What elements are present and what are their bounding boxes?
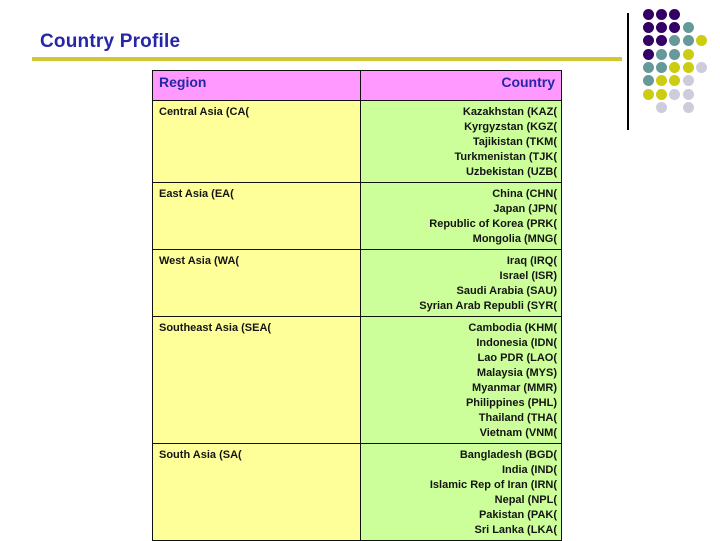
slide-title: Country Profile	[40, 31, 181, 52]
decor-dot	[642, 61, 654, 73]
country-entry: Cambodia (KHM(	[468, 322, 557, 334]
decor-dot	[642, 74, 654, 86]
decor-dot	[642, 8, 654, 20]
country-cell: Iraq (IRQ( Israel (ISR) Saudi Arabia (SAU)…	[360, 249, 562, 317]
region-cell: West Asia (WA(	[152, 249, 361, 317]
decor-dot	[682, 74, 694, 86]
country-cell: Cambodia (KHM( Indonesia (IDN( Lao PDR (LA…	[360, 316, 562, 444]
decor-dot	[682, 101, 694, 113]
table-body: Central Asia (CA( Kazakhstan (KAZ( Kyrgyzs…	[152, 100, 562, 541]
country-entry: Thailand (THA(	[478, 412, 557, 424]
decor-dot	[655, 74, 667, 86]
country-entry: Lao PDR (LAO(	[477, 352, 557, 364]
country-entry: Bangladesh (BGD(	[459, 449, 557, 461]
table-header: Region Country	[152, 70, 562, 101]
country-entry: Kazakhstan (KAZ(	[462, 106, 557, 118]
table-row: South Asia (SA( Bangladesh (BGD( India (IN…	[152, 443, 562, 541]
country-cell: Bangladesh (BGD( India (IND( Islamic Rep o…	[360, 443, 562, 541]
decor-dot	[655, 101, 667, 113]
table-row: Central Asia (CA( Kazakhstan (KAZ( Kyrgyzs…	[152, 100, 562, 183]
decor-dot	[668, 88, 680, 100]
country-cell: China (CHN( Japan (JPN( Republic of Korea …	[360, 182, 562, 250]
country-entry: Pakistan (PAK(	[478, 509, 557, 521]
country-entry: India (IND(	[502, 464, 557, 476]
decor-dot	[682, 21, 694, 33]
country-entry: Nepal (NPL(	[494, 494, 557, 506]
country-entry: Sri Lanka (LKA(	[474, 524, 557, 536]
country-entry: Japan (JPN(	[493, 203, 557, 215]
country-profile-table: Region Country Central Asia (CA(Kazakhst…	[152, 70, 562, 541]
country-entry: Republic of Korea (PRK(	[429, 218, 557, 230]
decor-dot	[642, 48, 654, 60]
region-cell: South Asia (SA(	[152, 443, 361, 541]
country-entry: Islamic Rep of Iran (IRN(	[429, 479, 557, 491]
decor-dot	[668, 48, 680, 60]
decor-dot	[668, 21, 680, 33]
decor-dot	[655, 88, 667, 100]
region-cell: Central Asia (CA(	[152, 100, 361, 183]
decor-dot	[655, 21, 667, 33]
region-column-header: Region	[152, 70, 361, 101]
decor-dot	[642, 21, 654, 33]
country-entry: Mongolia (MNG(	[472, 233, 557, 245]
country-entry: Vietnam (VNM(	[479, 427, 557, 439]
country-entry: Malaysia (MYS)	[476, 367, 557, 379]
vertical-divider-line	[627, 13, 629, 130]
decor-dot	[642, 34, 654, 46]
table-row: Southeast Asia (SEA( Cambodia (KHM( Indone…	[152, 316, 562, 444]
decor-dot	[668, 74, 680, 86]
region-cell: East Asia (EA(	[152, 182, 361, 250]
country-entry: Kyrgyzstan (KGZ(	[464, 121, 557, 133]
decor-dot	[655, 48, 667, 60]
country-entry: Israel (ISR)	[499, 270, 557, 282]
decor-dot	[668, 34, 680, 46]
country-entry: China (CHN(	[492, 188, 557, 200]
decor-dot	[642, 88, 654, 100]
decor-dot	[668, 61, 680, 73]
decor-dot	[682, 61, 694, 73]
country-entry: Uzbekistan (UZB(	[465, 166, 557, 178]
country-entry: Iraq (IRQ(	[506, 255, 557, 267]
decor-dot	[655, 8, 667, 20]
table-row: West Asia (WA( Iraq (IRQ( Israel (ISR) Saud…	[152, 249, 562, 317]
table-row: East Asia (EA( China (CHN( Japan (JPN( Repu…	[152, 182, 562, 250]
country-column-header: Country	[360, 70, 562, 101]
country-entry: Syrian Arab Republi (SYR(	[419, 300, 557, 312]
country-entry: Philippines (PHL)	[465, 397, 557, 409]
decor-dot	[682, 34, 694, 46]
decor-dot	[682, 88, 694, 100]
country-entry: Myanmar (MMR)	[472, 382, 557, 394]
country-cell: Kazakhstan (KAZ( Kyrgyzstan (KGZ( Tajikist…	[360, 100, 562, 183]
country-entry: Turkmenistan (TJK(	[454, 151, 557, 163]
table-header-row: Region Country	[152, 70, 562, 101]
decor-dot	[682, 48, 694, 60]
country-entry: Saudi Arabia (SAU)	[456, 285, 557, 297]
decor-dot	[695, 34, 707, 46]
title-underline-rule	[32, 57, 622, 61]
decor-dot	[695, 61, 707, 73]
country-entry: Tajikistan (TKM(	[472, 136, 557, 148]
decor-dot	[668, 8, 680, 20]
country-entry: Indonesia (IDN(	[476, 337, 557, 349]
decor-dot	[655, 34, 667, 46]
region-cell: Southeast Asia (SEA(	[152, 316, 361, 444]
decor-dot	[655, 61, 667, 73]
